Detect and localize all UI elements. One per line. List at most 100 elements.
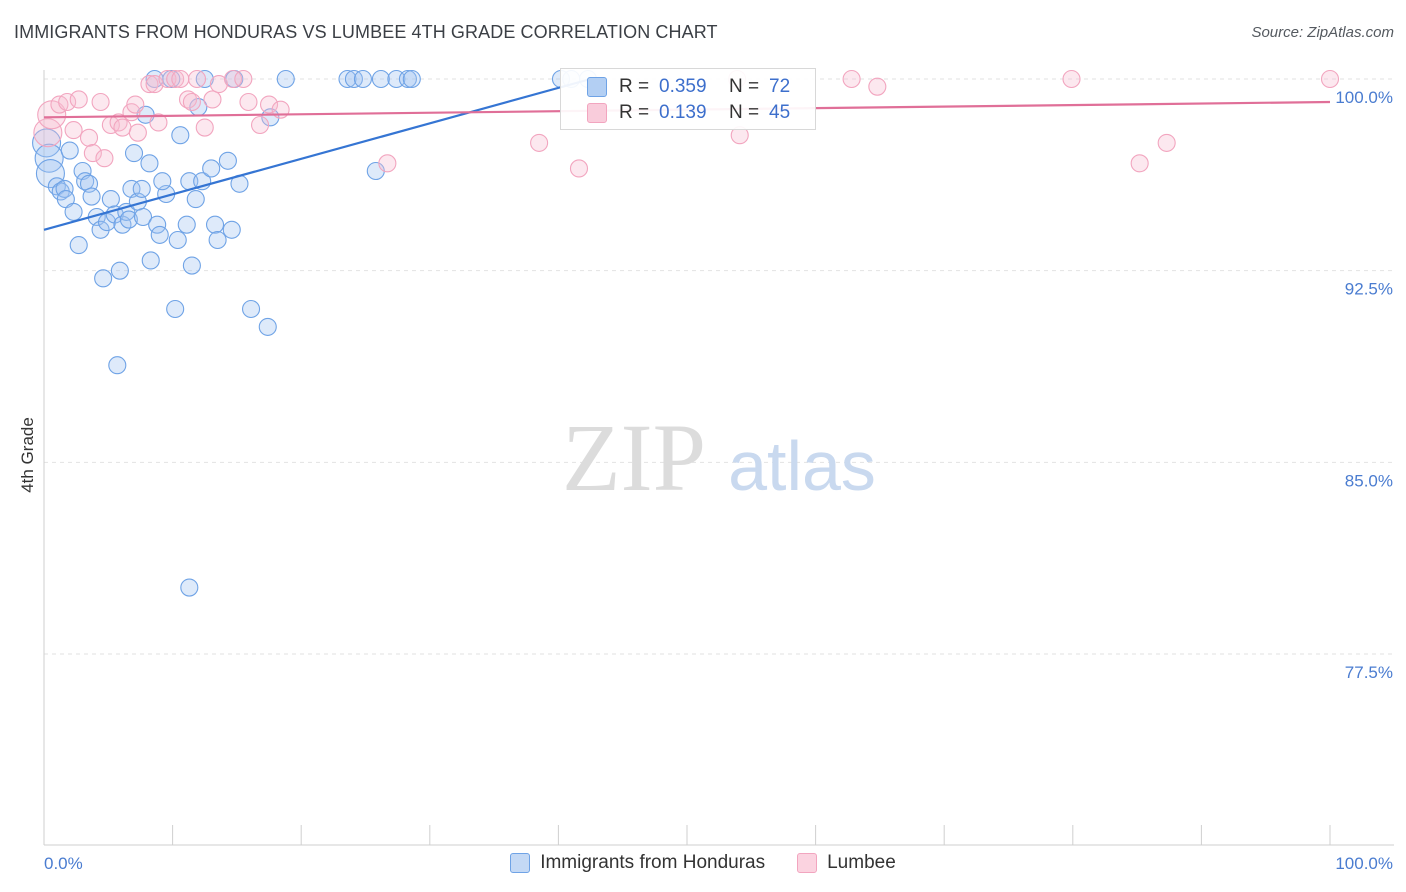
watermark-zip: ZIP	[562, 404, 706, 511]
x-tick-label-max: 100.0%	[1335, 854, 1393, 873]
lumbee-point	[868, 77, 887, 96]
honduras-point	[166, 299, 185, 319]
honduras-point	[141, 251, 160, 270]
lumbee-point	[1130, 154, 1149, 173]
honduras-point	[150, 225, 169, 244]
lumbee-point	[223, 69, 243, 89]
grid-lines	[44, 78, 1394, 655]
honduras-point	[108, 356, 127, 375]
tick-labels: 77.5% 85.0% 92.5% 100.0% 0.0% 100.0%	[44, 88, 1393, 873]
n-value: 45	[769, 102, 791, 123]
n-label: N =	[729, 76, 760, 97]
r-value: 0.139	[659, 102, 707, 123]
lumbee-point	[128, 123, 147, 142]
legend-item-honduras[interactable]: Immigrants from Honduras	[510, 852, 765, 874]
axes	[43, 70, 1394, 846]
honduras-point	[241, 299, 261, 319]
honduras-point	[64, 202, 83, 221]
lumbee-point	[209, 75, 228, 94]
lumbee-point	[95, 149, 114, 168]
honduras-point	[182, 256, 201, 275]
watermark-atlas: atlas	[728, 427, 876, 505]
honduras-point	[208, 230, 227, 250]
honduras-point	[195, 69, 214, 89]
lumbee-point	[1320, 69, 1340, 89]
lumbee-point	[182, 92, 201, 112]
honduras-point	[202, 159, 221, 178]
lumbee-point	[195, 118, 214, 137]
y-tick-label: 100.0%	[1335, 88, 1393, 107]
lumbee-point	[64, 121, 83, 140]
honduras-point	[101, 190, 120, 209]
honduras-point	[222, 220, 241, 239]
honduras-point	[97, 213, 117, 232]
lumbee-point	[1157, 133, 1176, 152]
honduras-point	[110, 261, 129, 280]
honduras-point	[371, 69, 390, 89]
legend-label-honduras: Immigrants from Honduras	[540, 852, 766, 873]
lumbee-point	[259, 95, 279, 114]
watermark: ZIP atlas	[562, 404, 876, 511]
lumbee-point	[203, 90, 222, 109]
honduras-point	[133, 207, 153, 227]
honduras-point	[140, 154, 159, 173]
y-tick-label: 92.5%	[1345, 280, 1393, 299]
lumbee-point	[250, 115, 270, 135]
r-label: R =	[619, 76, 650, 97]
honduras-point	[94, 269, 113, 288]
honduras-point	[91, 220, 110, 239]
honduras-point	[171, 126, 190, 145]
honduras-point	[177, 215, 196, 234]
honduras-point	[132, 179, 151, 198]
lumbee-swatch	[587, 103, 607, 123]
y-tick-label: 77.5%	[1345, 663, 1393, 682]
lumbee-point	[69, 90, 88, 109]
lumbee-point	[842, 69, 861, 89]
source-label[interactable]: Source: ZipAtlas.com	[1251, 24, 1394, 41]
lumbee-point	[171, 69, 190, 89]
honduras-point	[218, 151, 237, 170]
honduras-point	[82, 187, 101, 206]
lumbee-point	[1062, 69, 1081, 89]
lumbee-point	[378, 154, 397, 173]
correlation-legend: R = 0.359 N = 72 R = 0.139 N = 45	[560, 68, 816, 130]
honduras-point	[35, 159, 65, 189]
series-legend: Immigrants from Honduras Lumbee	[0, 852, 1406, 874]
lumbee-point	[158, 69, 177, 89]
honduras-point	[398, 69, 417, 89]
lumbee-point	[91, 92, 110, 112]
honduras-point	[402, 69, 421, 89]
lumbee-point	[79, 128, 99, 147]
lumbee-point	[126, 95, 145, 114]
lumbee-point	[83, 144, 102, 163]
honduras-swatch	[587, 77, 607, 97]
r-label: R =	[619, 102, 650, 123]
lumbee-point	[239, 92, 258, 112]
lumbee-point	[166, 69, 185, 89]
honduras-trend-line	[43, 77, 591, 231]
n-value: 72	[769, 76, 791, 97]
honduras-point	[34, 143, 64, 173]
r-value: 0.359	[659, 76, 707, 97]
honduras-point	[353, 69, 372, 89]
x-tick-label-min: 0.0%	[44, 854, 83, 873]
y-axis-label: 4th Grade	[18, 417, 37, 493]
y-tick-label: 85.0%	[1345, 471, 1393, 490]
lumbee-point	[113, 118, 132, 137]
honduras-point	[186, 190, 205, 209]
chart-title: IMMIGRANTS FROM HONDURAS VS LUMBEE 4TH G…	[14, 22, 718, 42]
honduras-point	[69, 236, 88, 255]
honduras-point	[124, 144, 144, 163]
honduras-point	[205, 215, 225, 234]
lumbee-point	[58, 92, 77, 112]
lumbee-point	[530, 133, 549, 152]
lumbee-point	[33, 118, 63, 148]
lumbee-point	[569, 159, 589, 178]
lumbee-legend-swatch	[797, 853, 818, 873]
lumbee-point	[140, 75, 159, 94]
honduras-point	[148, 215, 167, 234]
legend-item-lumbee[interactable]: Lumbee	[797, 852, 896, 874]
honduras-point	[180, 578, 199, 597]
lumbee-point	[187, 69, 207, 89]
